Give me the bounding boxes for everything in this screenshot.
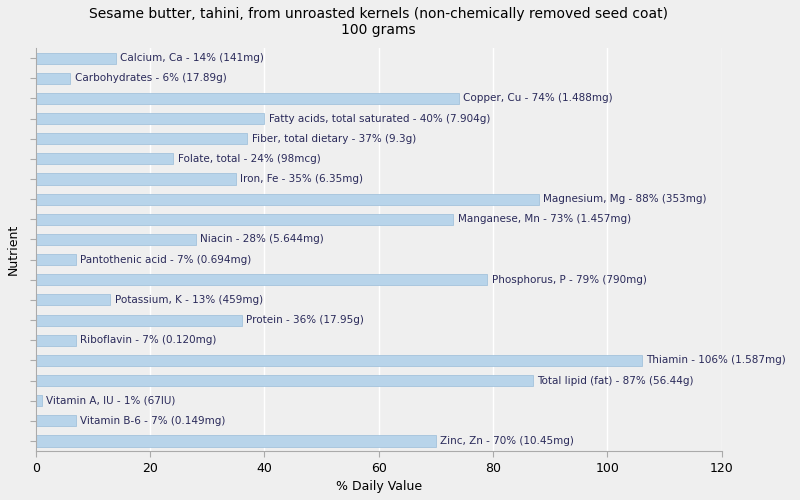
Bar xyxy=(36,234,196,245)
Bar xyxy=(36,93,458,104)
Text: Vitamin A, IU - 1% (67IU): Vitamin A, IU - 1% (67IU) xyxy=(46,396,175,406)
Bar xyxy=(36,416,76,426)
Text: Riboflavin - 7% (0.120mg): Riboflavin - 7% (0.120mg) xyxy=(81,335,217,345)
Text: Fiber, total dietary - 37% (9.3g): Fiber, total dietary - 37% (9.3g) xyxy=(252,134,416,143)
Bar xyxy=(36,334,76,346)
Bar xyxy=(36,274,487,285)
Bar xyxy=(36,436,436,446)
Text: Carbohydrates - 6% (17.89g): Carbohydrates - 6% (17.89g) xyxy=(74,74,226,84)
Text: Total lipid (fat) - 87% (56.44g): Total lipid (fat) - 87% (56.44g) xyxy=(538,376,694,386)
Bar xyxy=(36,113,265,124)
Bar xyxy=(36,254,76,265)
Text: Calcium, Ca - 14% (141mg): Calcium, Ca - 14% (141mg) xyxy=(121,53,264,63)
Bar xyxy=(36,355,642,366)
Text: Protein - 36% (17.95g): Protein - 36% (17.95g) xyxy=(246,315,364,325)
Text: Vitamin B-6 - 7% (0.149mg): Vitamin B-6 - 7% (0.149mg) xyxy=(81,416,226,426)
Text: Copper, Cu - 74% (1.488mg): Copper, Cu - 74% (1.488mg) xyxy=(463,94,613,104)
Bar xyxy=(36,194,538,204)
X-axis label: % Daily Value: % Daily Value xyxy=(336,480,422,493)
Text: Pantothenic acid - 7% (0.694mg): Pantothenic acid - 7% (0.694mg) xyxy=(81,254,252,264)
Text: Fatty acids, total saturated - 40% (7.904g): Fatty acids, total saturated - 40% (7.90… xyxy=(269,114,490,124)
Text: Phosphorus, P - 79% (790mg): Phosphorus, P - 79% (790mg) xyxy=(492,275,646,285)
Text: Thiamin - 106% (1.587mg): Thiamin - 106% (1.587mg) xyxy=(646,356,786,366)
Bar xyxy=(36,154,173,164)
Text: Manganese, Mn - 73% (1.457mg): Manganese, Mn - 73% (1.457mg) xyxy=(458,214,630,224)
Text: Zinc, Zn - 70% (10.45mg): Zinc, Zn - 70% (10.45mg) xyxy=(441,436,574,446)
Text: Magnesium, Mg - 88% (353mg): Magnesium, Mg - 88% (353mg) xyxy=(543,194,706,204)
Bar xyxy=(36,395,42,406)
Text: Potassium, K - 13% (459mg): Potassium, K - 13% (459mg) xyxy=(114,295,263,305)
Text: Folate, total - 24% (98mcg): Folate, total - 24% (98mcg) xyxy=(178,154,320,164)
Bar xyxy=(36,52,116,64)
Bar xyxy=(36,174,236,184)
Title: Sesame butter, tahini, from unroasted kernels (non-chemically removed seed coat): Sesame butter, tahini, from unroasted ke… xyxy=(90,7,668,37)
Bar xyxy=(36,375,533,386)
Y-axis label: Nutrient: Nutrient xyxy=(7,224,20,275)
Bar xyxy=(36,72,70,84)
Bar xyxy=(36,214,453,225)
Text: Niacin - 28% (5.644mg): Niacin - 28% (5.644mg) xyxy=(201,234,324,244)
Text: Iron, Fe - 35% (6.35mg): Iron, Fe - 35% (6.35mg) xyxy=(241,174,363,184)
Bar xyxy=(36,133,247,144)
Bar xyxy=(36,294,110,306)
Bar xyxy=(36,314,242,326)
